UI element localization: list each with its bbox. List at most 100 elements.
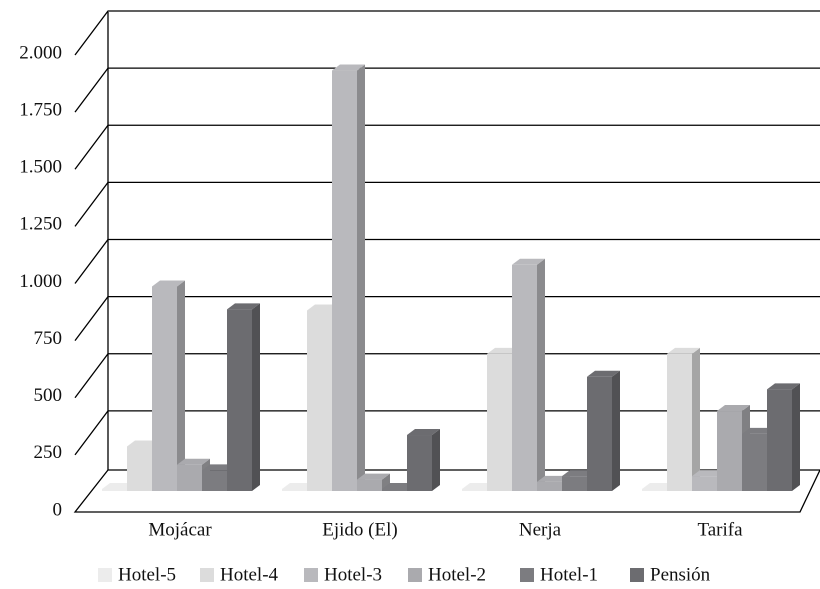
grid-line xyxy=(74,410,820,456)
bar-top xyxy=(562,470,595,477)
bar-top xyxy=(177,458,210,465)
bar-top xyxy=(152,280,185,287)
bar-front xyxy=(102,489,127,491)
legend-label: Hotel-2 xyxy=(428,564,486,585)
bar-top xyxy=(587,370,620,377)
bar-front xyxy=(562,476,587,491)
y-tick-label: 1.750 xyxy=(19,99,62,120)
x-tick-label: Mojácar xyxy=(148,519,212,540)
bar-top xyxy=(202,464,235,471)
bar-front xyxy=(742,433,767,491)
grid-line xyxy=(74,124,820,170)
bar-top xyxy=(332,64,365,71)
bar-front xyxy=(282,489,307,491)
bar-top xyxy=(127,440,160,447)
legend-swatch xyxy=(200,568,214,582)
bar-front xyxy=(332,70,357,491)
grid-line xyxy=(74,10,820,56)
legend-swatch xyxy=(304,568,318,582)
bar-front xyxy=(177,464,202,491)
grid-line xyxy=(74,67,820,113)
bar-front xyxy=(307,310,332,491)
grid-line xyxy=(74,353,820,399)
y-tick-label: 2.000 xyxy=(19,42,62,63)
legend-label: Hotel-3 xyxy=(324,564,382,585)
bar-top xyxy=(717,405,750,412)
x-tick-label: Ejido (El) xyxy=(322,519,397,540)
legend-label: Hotel-5 xyxy=(118,564,176,585)
bar-front xyxy=(512,264,537,491)
y-tick-label: 1.500 xyxy=(19,157,62,178)
bar xyxy=(587,370,620,491)
bar-front xyxy=(692,476,717,491)
bar xyxy=(512,258,545,491)
bar xyxy=(332,64,365,491)
bar-front xyxy=(487,353,512,491)
bar-front xyxy=(202,470,227,491)
y-tick-label: 0 xyxy=(53,499,63,520)
bar-top xyxy=(227,303,260,310)
bar-front xyxy=(152,286,177,491)
bar-top xyxy=(537,475,570,482)
bar-front xyxy=(767,389,792,491)
bar-front xyxy=(537,481,562,491)
bar-side xyxy=(692,347,700,491)
bar xyxy=(152,280,185,491)
bar-front xyxy=(407,435,432,491)
bar xyxy=(227,303,260,491)
x-tick-label: Tarifa xyxy=(697,519,743,540)
legend-label: Hotel-1 xyxy=(540,564,598,585)
grid-line xyxy=(74,238,820,284)
bar-top xyxy=(282,483,315,489)
bar-front xyxy=(717,411,742,491)
bar-side xyxy=(792,383,800,491)
grid-line xyxy=(74,181,820,227)
bar xyxy=(357,473,390,491)
bar-top xyxy=(742,427,775,434)
bar-top xyxy=(102,483,135,489)
bar-top xyxy=(767,383,800,390)
bar-front xyxy=(667,353,692,491)
bar xyxy=(767,383,800,491)
bar-top xyxy=(407,429,440,436)
legend-swatch xyxy=(408,568,422,582)
bar-front xyxy=(227,309,252,491)
bar-top xyxy=(512,258,545,265)
bar-top xyxy=(462,483,495,489)
bar-top xyxy=(307,304,340,311)
bar-top xyxy=(667,347,700,354)
bar-top xyxy=(357,473,390,480)
y-tick-label: 250 xyxy=(34,442,63,463)
y-tick-label: 1.250 xyxy=(19,214,62,235)
y-tick-label: 750 xyxy=(34,328,63,349)
bar-top xyxy=(487,347,520,354)
bar-side xyxy=(432,429,440,491)
legend-swatch xyxy=(98,568,112,582)
y-tick-label: 500 xyxy=(34,385,63,406)
y-tick-label: 1.000 xyxy=(19,271,62,292)
bar-front xyxy=(127,446,152,491)
bar-side xyxy=(357,64,365,491)
legend-swatch xyxy=(520,568,534,582)
bar-top xyxy=(382,483,415,489)
bar-side xyxy=(382,473,390,491)
bar-side xyxy=(612,370,620,491)
floor xyxy=(73,469,820,513)
bar-front xyxy=(587,376,612,491)
grid-line xyxy=(74,295,820,342)
legend-label: Hotel-4 xyxy=(220,564,279,585)
bar-front xyxy=(642,489,667,491)
bar-side xyxy=(177,280,185,491)
bar-front xyxy=(357,479,382,491)
bar-side xyxy=(537,258,545,491)
bar-front xyxy=(382,489,407,491)
legend-label: Pensión xyxy=(650,564,711,585)
bar-front xyxy=(462,489,487,491)
x-tick-label: Nerja xyxy=(519,519,562,540)
bar xyxy=(407,429,440,491)
legend-swatch xyxy=(630,568,644,582)
bar-side xyxy=(252,303,260,491)
bar xyxy=(667,347,700,491)
bar-top xyxy=(642,483,675,489)
